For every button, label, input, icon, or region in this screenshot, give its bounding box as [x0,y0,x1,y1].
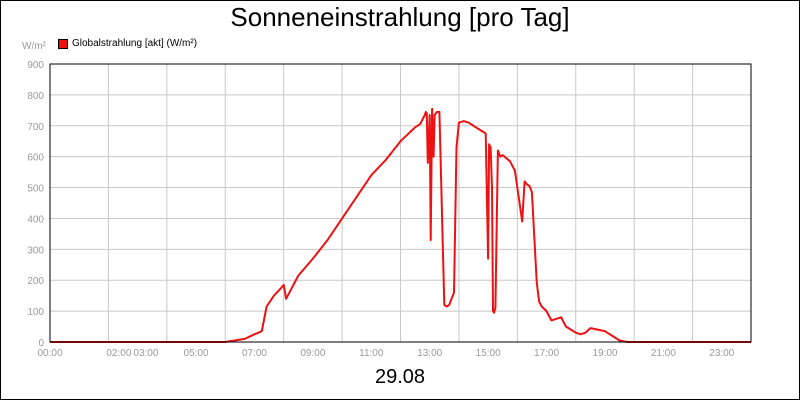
y-tick-label: 300 [27,245,44,256]
date-label: 29.08 [374,366,426,388]
chart-title: Sonneneinstrahlung [pro Tag] [230,2,570,32]
plot-border [49,63,752,343]
x-tick-label: 17:00 [534,348,559,359]
x-tick-label: 05:00 [184,348,209,359]
y-tick-label: 0 [38,338,44,349]
y-tick-label: 500 [27,184,44,195]
x-tick-label: 07:00 [242,348,267,359]
x-tick-label: 00:00 [37,348,62,359]
x-tick-label: 13:00 [417,348,442,359]
x-tick-label: 19:00 [592,348,617,359]
y-tick-label: 600 [27,153,44,164]
series-line [50,107,751,343]
x-tick-label: 09:00 [300,348,325,359]
y-tick-label: 200 [27,276,44,287]
x-tick-label: 11:00 [359,348,384,359]
x-tick-label: 21:00 [651,348,676,359]
y-tick-label: 700 [27,122,44,133]
y-tick-label: 100 [27,307,44,318]
y-axis-unit-label: W/m² [22,41,46,52]
y-tick-label: 800 [27,91,44,102]
legend-label: Globalstrahlung [akt] (W/m²) [72,38,198,49]
y-tick-label: 900 [27,60,44,71]
x-tick-label: 23:00 [709,348,734,359]
x-tick-label: 15:00 [476,348,501,359]
legend: Globalstrahlung [akt] (W/m²) [58,38,197,49]
x-tick-label: 02:00 [106,348,131,359]
x-tick-label: 03:00 [133,348,158,359]
legend-swatch [58,38,68,49]
y-tick-label: 400 [27,214,44,225]
